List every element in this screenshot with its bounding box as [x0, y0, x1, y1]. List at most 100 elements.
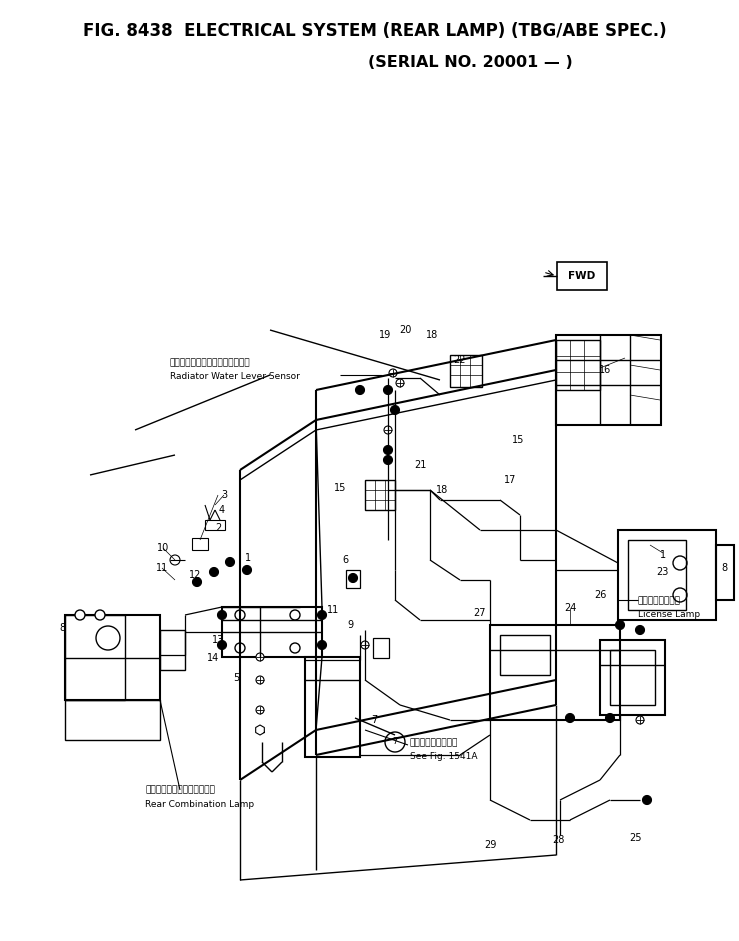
Text: License Lamp: License Lamp — [638, 610, 700, 619]
Circle shape — [616, 620, 624, 630]
Bar — [373, 638, 389, 658]
Circle shape — [75, 610, 85, 620]
Bar — [500, 635, 550, 675]
Text: Radiator Water Lever Sensor: Radiator Water Lever Sensor — [170, 372, 300, 381]
Circle shape — [192, 578, 202, 586]
Text: 11: 11 — [156, 563, 168, 573]
Circle shape — [256, 706, 264, 714]
Text: 2: 2 — [215, 523, 221, 533]
Circle shape — [235, 610, 245, 620]
Circle shape — [235, 643, 245, 653]
Bar — [557, 262, 607, 290]
Text: リヤコンビネーションランプ: リヤコンビネーションランプ — [145, 785, 215, 794]
Circle shape — [396, 379, 404, 387]
Text: 1: 1 — [660, 550, 666, 560]
Text: 4: 4 — [219, 505, 225, 515]
Bar — [305, 657, 360, 757]
Bar — [450, 355, 482, 387]
Text: 8: 8 — [59, 623, 65, 633]
Text: 11: 11 — [327, 605, 339, 615]
Text: 15: 15 — [512, 435, 524, 445]
Circle shape — [636, 716, 644, 724]
Bar — [222, 607, 322, 657]
Text: 18: 18 — [436, 485, 448, 495]
Bar — [65, 615, 125, 700]
Circle shape — [385, 732, 405, 752]
Bar — [65, 700, 160, 740]
Text: 27: 27 — [474, 608, 486, 618]
Text: FWD: FWD — [568, 271, 596, 281]
Text: 7: 7 — [392, 738, 398, 746]
Bar — [556, 335, 661, 425]
Text: 21: 21 — [414, 460, 426, 470]
Text: ラジエータウォータレベルセンサ: ラジエータウォータレベルセンサ — [170, 358, 251, 367]
Text: 19: 19 — [379, 330, 391, 340]
Bar — [490, 625, 620, 720]
Text: 第１５４１Ａ図参照: 第１５４１Ａ図参照 — [410, 738, 458, 747]
Circle shape — [349, 573, 358, 582]
Text: 24: 24 — [564, 603, 576, 613]
Text: 1: 1 — [245, 553, 251, 563]
Circle shape — [217, 641, 226, 649]
Circle shape — [361, 641, 369, 649]
Text: 29: 29 — [484, 840, 496, 850]
Bar — [556, 340, 600, 390]
Circle shape — [256, 653, 264, 661]
Circle shape — [209, 567, 219, 577]
Text: 17: 17 — [504, 475, 516, 485]
Text: 8: 8 — [721, 563, 727, 573]
Bar — [628, 540, 686, 610]
Circle shape — [605, 713, 615, 723]
Text: 26: 26 — [594, 590, 606, 600]
Text: 22: 22 — [454, 355, 466, 365]
Text: 6: 6 — [342, 555, 348, 565]
Bar — [65, 615, 160, 700]
Circle shape — [384, 445, 392, 455]
Text: ライセンスランプ: ライセンスランプ — [638, 596, 681, 605]
Circle shape — [217, 611, 226, 619]
Text: 20: 20 — [399, 325, 411, 335]
Text: 23: 23 — [655, 567, 668, 577]
Bar — [618, 530, 716, 620]
Circle shape — [95, 610, 105, 620]
Circle shape — [355, 386, 364, 394]
Circle shape — [242, 566, 251, 575]
Circle shape — [256, 676, 264, 684]
Bar — [205, 520, 225, 530]
Circle shape — [390, 406, 400, 414]
Text: 18: 18 — [426, 330, 438, 340]
Text: 25: 25 — [629, 833, 641, 843]
Text: 7: 7 — [371, 715, 377, 725]
Bar — [365, 480, 395, 510]
Circle shape — [642, 795, 652, 805]
Circle shape — [170, 555, 180, 565]
Text: See Fig. 1541A: See Fig. 1541A — [410, 752, 477, 761]
Bar — [716, 545, 734, 600]
Text: FIG. 8438  ELECTRICAL SYSTEM (REAR LAMP) (TBG/ABE SPEC.): FIG. 8438 ELECTRICAL SYSTEM (REAR LAMP) … — [84, 22, 667, 40]
Text: 16: 16 — [599, 365, 611, 375]
Circle shape — [636, 626, 644, 634]
Circle shape — [384, 426, 392, 434]
Circle shape — [565, 713, 574, 723]
Text: 15: 15 — [334, 483, 346, 493]
Bar — [610, 650, 655, 705]
Text: Rear Combination Lamp: Rear Combination Lamp — [145, 800, 254, 809]
Text: 12: 12 — [188, 570, 201, 580]
Circle shape — [384, 386, 392, 394]
Text: 10: 10 — [157, 543, 169, 553]
Text: 3: 3 — [221, 490, 227, 500]
Circle shape — [318, 611, 327, 619]
Text: 28: 28 — [552, 835, 564, 845]
Circle shape — [384, 455, 392, 465]
Bar — [192, 538, 208, 550]
Circle shape — [318, 641, 327, 649]
Text: 13: 13 — [212, 635, 224, 645]
Text: (SERIAL NO. 20001 — ): (SERIAL NO. 20001 — ) — [367, 55, 573, 70]
Bar — [600, 640, 665, 715]
Circle shape — [389, 369, 397, 377]
Circle shape — [290, 643, 300, 653]
Text: 9: 9 — [347, 620, 353, 630]
Bar — [160, 630, 185, 670]
Text: 14: 14 — [207, 653, 219, 663]
Text: 5: 5 — [233, 673, 239, 683]
